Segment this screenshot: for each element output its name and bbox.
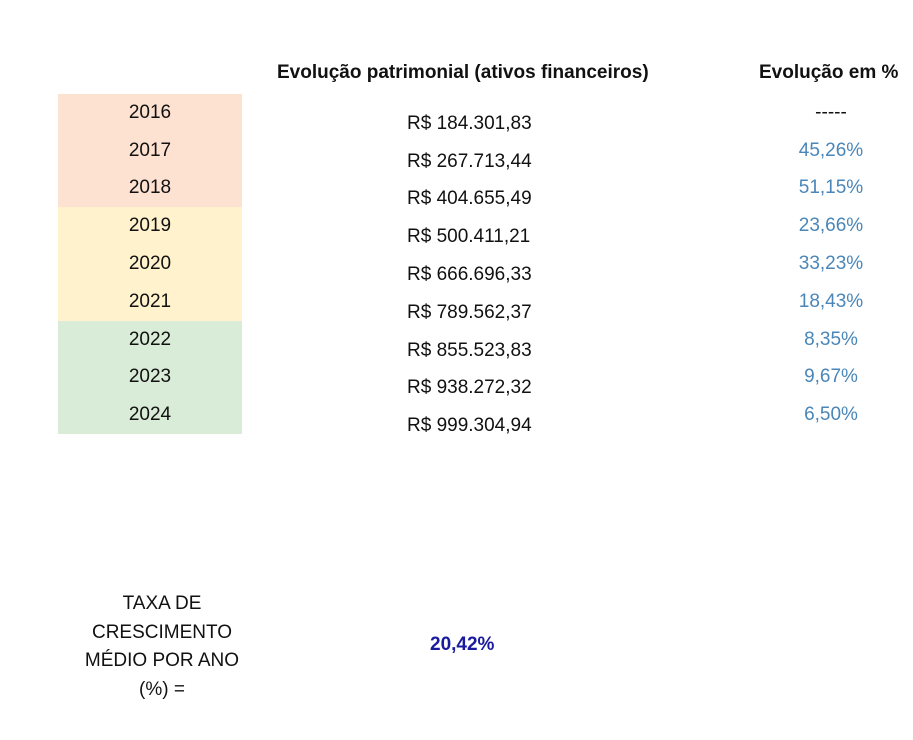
pct-cell: 45,26% — [798, 139, 864, 161]
year-cell: 2021 — [58, 282, 242, 321]
table-row: 2019 R$ 500.411,21 23,66% — [58, 207, 898, 248]
value-text: R$ 938.272,32 — [407, 377, 532, 399]
value-text: R$ 999.304,94 — [407, 415, 532, 437]
value-text: R$ 184.301,83 — [407, 112, 532, 134]
pct-cell: 51,15% — [798, 177, 864, 199]
value-text: R$ 666.696,33 — [407, 264, 532, 286]
header-evolucao-patrimonial: Evolução patrimonial (ativos financeiros… — [277, 62, 649, 83]
year-cell: 2020 — [58, 245, 242, 283]
average-growth-label-line: CRESCIMENTO — [91, 621, 233, 643]
table-row: 2017 R$ 267.713,44 45,26% — [58, 131, 898, 172]
year-cell: 2023 — [58, 358, 242, 397]
year-cell: 2016 — [58, 94, 242, 132]
pct-cell: 8,35% — [804, 328, 858, 350]
value-text: R$ 855.523,83 — [407, 339, 532, 361]
average-growth-label-line: MÉDIO POR ANO — [84, 650, 240, 671]
table-row: 2024 R$ 999.304,94 6,50% — [58, 396, 898, 437]
pct-cell: 9,67% — [804, 366, 858, 388]
value-text: R$ 789.562,37 — [407, 301, 532, 323]
year-cell: 2017 — [58, 131, 242, 170]
table-row: 2023 R$ 938.272,32 9,67% — [58, 358, 898, 399]
evolution-table: 2016 R$ 184.301,83 ----- 2017 R$ 267.713… — [58, 94, 898, 437]
pct-cell: ----- — [815, 101, 847, 123]
table-row: 2018 R$ 404.655,49 51,15% — [58, 169, 898, 210]
year-cell: 2018 — [58, 169, 242, 208]
year-cell: 2019 — [58, 207, 242, 246]
pct-cell: 6,50% — [804, 404, 858, 426]
pct-cell: 18,43% — [798, 290, 864, 312]
table-row: 2016 R$ 184.301,83 ----- — [58, 94, 898, 134]
value-text: R$ 404.655,49 — [407, 188, 532, 210]
value-text: R$ 500.411,21 — [407, 226, 531, 248]
value-text: R$ 267.713,44 — [407, 150, 532, 172]
table-row: 2021 R$ 789.562,37 18,43% — [58, 282, 898, 323]
pct-cell: 23,66% — [798, 215, 864, 237]
table-row: 2022 R$ 855.523,83 8,35% — [58, 320, 898, 361]
average-growth-label: TAXA DE CRESCIMENTO MÉDIO POR ANO (%) = — [62, 590, 262, 704]
year-cell: 2022 — [58, 320, 242, 359]
table-row: 2020 R$ 666.696,33 33,23% — [58, 245, 898, 286]
average-growth-label-line: (%) = — [139, 678, 185, 700]
year-cell: 2024 — [58, 396, 242, 435]
header-evolucao-percentual: Evolução em % — [759, 62, 899, 83]
average-growth-label-line: TAXA DE — [122, 593, 202, 614]
pct-cell: 33,23% — [798, 253, 864, 275]
average-growth-value: 20,42% — [430, 634, 495, 655]
